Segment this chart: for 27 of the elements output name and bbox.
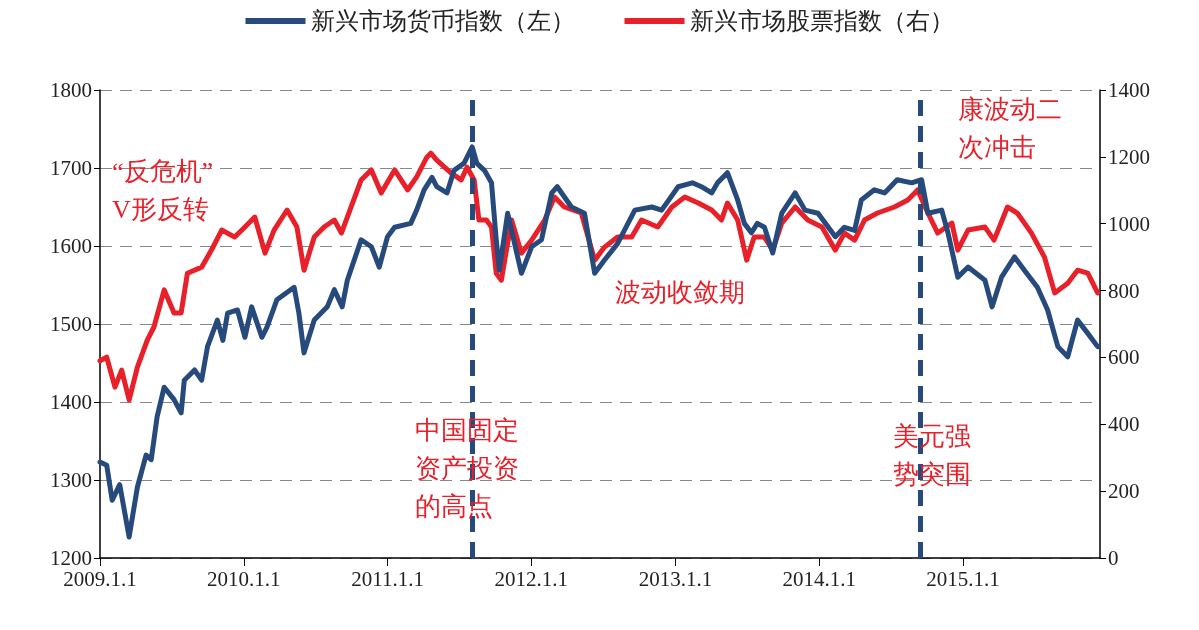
y2-tick-label: 1000 [1108,211,1150,236]
y2-tick-label: 200 [1108,479,1140,504]
y2-tick-label: 1200 [1108,144,1150,169]
x-tick-label: 2012.1.1 [494,566,569,591]
x-tick-label: 2010.1.1 [207,566,281,591]
annotation: 中国固定资产投资的高点 [415,415,519,521]
annotation: 康波动二次冲击 [958,94,1062,162]
y2-tick-label: 400 [1108,412,1140,437]
annotation: 波动收敛期 [615,277,745,307]
annotation: 美元强势突围 [893,421,971,489]
y2-tick-label: 800 [1108,278,1140,303]
y-tick-label: 1800 [50,78,92,102]
y-tick-label: 1600 [50,234,92,258]
y2-tick-label: 1400 [1108,78,1150,102]
x-tick-label: 2014.1.1 [782,566,856,591]
legend-label: 新兴市场货币指数（左） [310,8,575,34]
y-tick-label: 1400 [50,390,92,414]
legend-label: 新兴市场股票指数（右） [689,8,954,34]
x-tick-label: 2015.1.1 [926,566,1000,591]
x-tick-label: 2011.1.1 [351,566,424,591]
annotation: “反危机”V形反转 [112,156,214,224]
y-tick-label: 1700 [50,156,92,180]
y-tick-label: 1300 [50,468,92,492]
y2-tick-label: 600 [1108,345,1140,370]
x-tick-label: 2013.1.1 [638,566,713,591]
y2-tick-label: 0 [1108,546,1119,570]
y-tick-label: 1500 [50,312,92,336]
